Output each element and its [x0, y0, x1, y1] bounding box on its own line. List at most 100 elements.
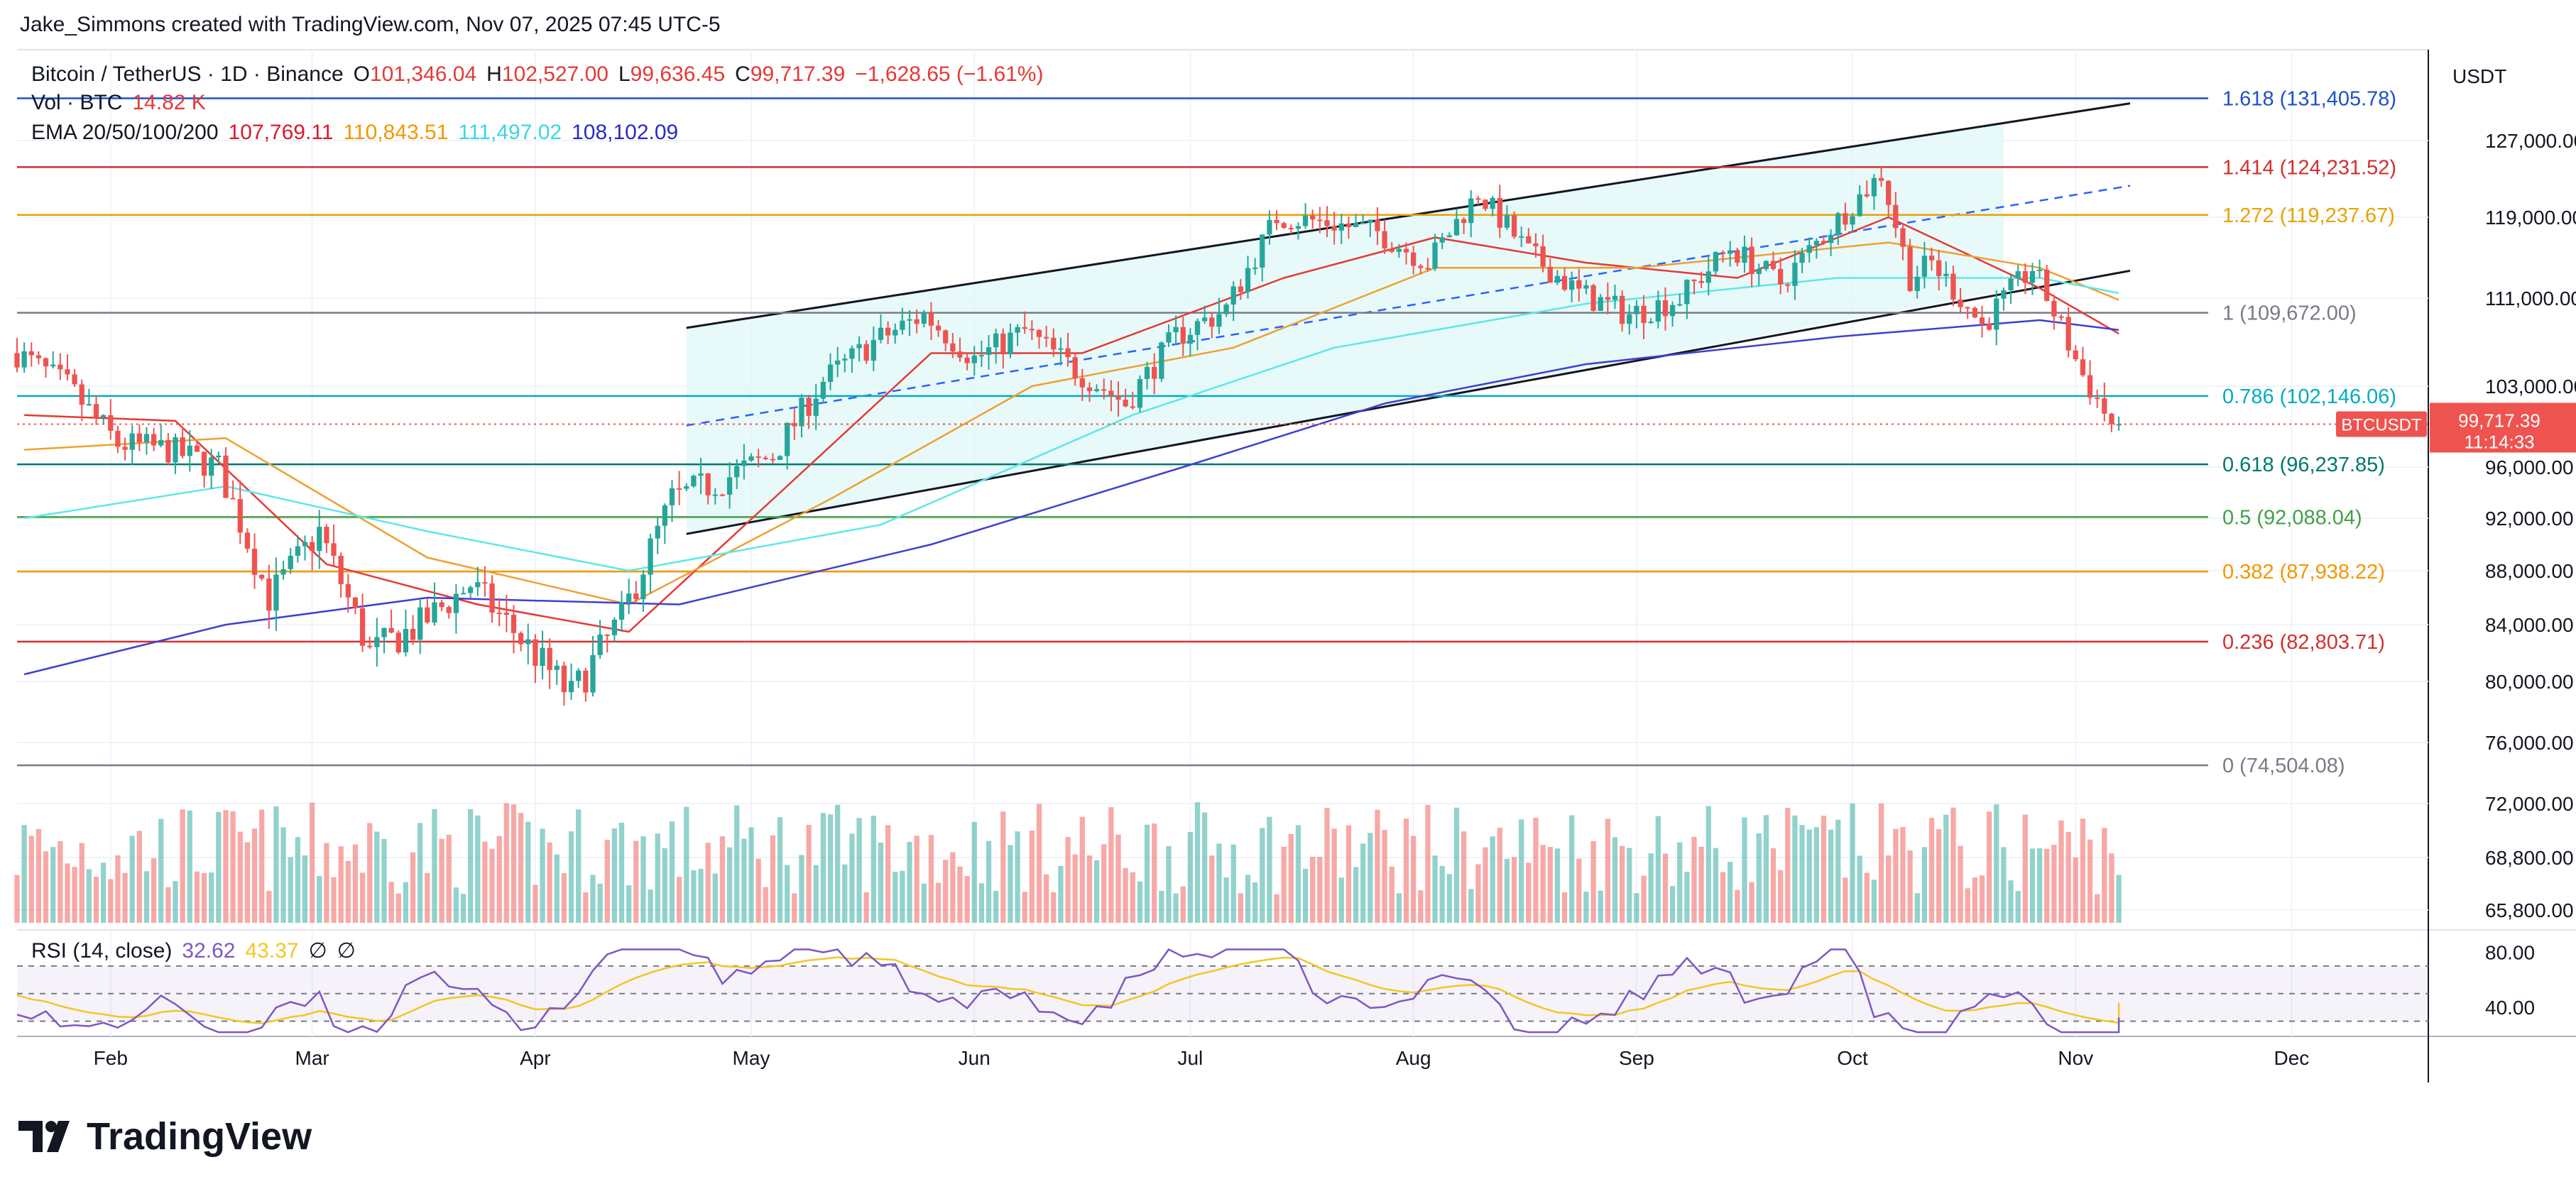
- last-price-tag-bg[interactable]: [2430, 402, 2576, 453]
- candle-2025-03-18[interactable]: [432, 602, 437, 623]
- candle-2025-02-09[interactable]: [165, 439, 171, 463]
- candle-2025-06-14[interactable]: [1065, 348, 1071, 358]
- candle-2025-04-13[interactable]: [618, 602, 625, 620]
- candle-2025-10-27[interactable]: [2036, 269, 2043, 271]
- candle-2025-10-17[interactable]: [1965, 307, 1970, 309]
- candle-2025-06-09[interactable]: [1029, 329, 1035, 331]
- candle-2025-07-23[interactable]: [1346, 223, 1352, 227]
- candle-2025-11-05[interactable]: [2102, 398, 2107, 414]
- candle-2025-10-07[interactable]: [1893, 204, 1899, 229]
- candle-2025-03-29[interactable]: [511, 614, 517, 633]
- candle-2025-09-15[interactable]: [1735, 250, 1740, 263]
- candle-2025-05-19[interactable]: [878, 327, 884, 340]
- candle-2025-03-16[interactable]: [417, 607, 423, 640]
- candle-2025-06-05[interactable]: [1000, 333, 1006, 355]
- candle-2025-02-10[interactable]: [173, 437, 178, 463]
- candle-2025-06-01[interactable]: [971, 355, 977, 363]
- candle-2025-02-11[interactable]: [180, 437, 185, 456]
- candle-2025-01-23[interactable]: [43, 358, 49, 367]
- candle-2025-05-30[interactable]: [957, 351, 963, 358]
- candle-2025-09-20[interactable]: [1770, 261, 1777, 269]
- currency-label[interactable]: USDT: [2452, 65, 2507, 87]
- candle-2025-06-04[interactable]: [993, 333, 999, 348]
- candle-2025-09-18[interactable]: [1756, 269, 1762, 275]
- candle-2025-09-27[interactable]: [1821, 241, 1827, 243]
- candle-2025-10-12[interactable]: [1928, 256, 1935, 261]
- candle-2025-09-09[interactable]: [1691, 280, 1697, 282]
- candle-2025-10-23[interactable]: [2008, 278, 2014, 290]
- candle-2025-06-25[interactable]: [1144, 366, 1150, 379]
- candle-2025-07-04[interactable]: [1209, 317, 1215, 327]
- candle-2025-07-20[interactable]: [1324, 220, 1330, 226]
- candle-2025-09-01[interactable]: [1634, 305, 1639, 314]
- candle-2025-08-15[interactable]: [1511, 215, 1517, 237]
- candle-2025-05-14[interactable]: [842, 358, 848, 361]
- candle-2025-05-17[interactable]: [863, 344, 869, 361]
- candle-2025-06-02[interactable]: [978, 355, 985, 357]
- candle-2025-09-24[interactable]: [1799, 253, 1805, 263]
- candle-2025-09-22[interactable]: [1785, 284, 1791, 286]
- candle-2025-09-05[interactable]: [1662, 300, 1669, 317]
- candle-2025-08-13[interactable]: [1497, 197, 1502, 228]
- candle-2025-10-14[interactable]: [1943, 273, 1949, 276]
- candle-2025-03-06[interactable]: [345, 583, 351, 598]
- candle-2025-02-12[interactable]: [187, 445, 192, 456]
- candle-2025-09-29[interactable]: [1835, 213, 1841, 235]
- candle-2025-08-28[interactable]: [1605, 297, 1610, 300]
- candle-2025-06-28[interactable]: [1166, 332, 1172, 343]
- candle-2025-02-28[interactable]: [302, 542, 308, 547]
- candle-2025-07-11[interactable]: [1260, 234, 1265, 268]
- candle-2025-07-24[interactable]: [1353, 223, 1359, 227]
- candle-2025-04-10[interactable]: [597, 634, 603, 655]
- candle-2025-06-21[interactable]: [1115, 395, 1121, 400]
- candle-2025-10-20[interactable]: [1986, 324, 1992, 330]
- candle-2025-02-15[interactable]: [209, 457, 214, 476]
- candle-2025-03-09[interactable]: [367, 645, 373, 647]
- candle-2025-02-04[interactable]: [129, 433, 135, 450]
- candle-2025-10-06[interactable]: [1886, 180, 1892, 205]
- candle-2025-10-21[interactable]: [1994, 298, 1999, 330]
- candle-2025-08-10[interactable]: [1475, 198, 1481, 200]
- candle-2025-10-05[interactable]: [1878, 177, 1884, 181]
- candle-2025-05-02[interactable]: [755, 456, 761, 458]
- candle-2025-08-06[interactable]: [1446, 235, 1452, 238]
- candle-2025-01-26[interactable]: [65, 369, 70, 375]
- candle-2025-06-19[interactable]: [1101, 389, 1107, 391]
- candle-2025-06-03[interactable]: [986, 347, 992, 356]
- candle-2025-09-08[interactable]: [1684, 280, 1690, 305]
- candle-2025-06-10[interactable]: [1036, 329, 1042, 337]
- candle-2025-08-18[interactable]: [1533, 243, 1539, 246]
- candle-2025-06-06[interactable]: [1008, 332, 1013, 355]
- candle-2025-08-05[interactable]: [1439, 237, 1445, 243]
- candle-2025-04-24[interactable]: [698, 473, 704, 476]
- candle-2025-03-13[interactable]: [395, 632, 401, 652]
- candle-2025-07-12[interactable]: [1267, 219, 1272, 235]
- candle-2025-08-04[interactable]: [1432, 242, 1438, 269]
- candle-2025-08-26[interactable]: [1590, 285, 1596, 311]
- candle-2025-10-22[interactable]: [2001, 290, 2007, 299]
- candle-2025-07-10[interactable]: [1252, 268, 1258, 270]
- candle-2025-09-26[interactable]: [1813, 241, 1819, 246]
- candle-2025-08-31[interactable]: [1627, 314, 1632, 324]
- candle-2025-06-17[interactable]: [1086, 387, 1093, 392]
- line-ema100[interactable]: [23, 277, 2119, 572]
- candle-2025-05-01[interactable]: [748, 456, 754, 461]
- candle-2025-09-25[interactable]: [1806, 245, 1812, 253]
- candle-2025-02-22[interactable]: [259, 574, 265, 579]
- candle-2025-09-30[interactable]: [1843, 213, 1848, 225]
- candle-2025-10-19[interactable]: [1979, 317, 1985, 324]
- candle-2025-03-21[interactable]: [453, 593, 459, 613]
- candle-2025-02-23[interactable]: [266, 578, 272, 611]
- candle-2025-10-03[interactable]: [1864, 194, 1870, 197]
- candle-2025-08-19[interactable]: [1540, 246, 1546, 267]
- candle-2025-02-05[interactable]: [136, 433, 142, 443]
- candle-2025-07-25[interactable]: [1360, 222, 1366, 224]
- candle-2025-01-27[interactable]: [72, 374, 77, 385]
- candle-2025-05-29[interactable]: [950, 343, 956, 352]
- candle-2025-09-19[interactable]: [1763, 261, 1769, 270]
- candle-2025-01-24[interactable]: [50, 364, 56, 367]
- candle-2025-03-27[interactable]: [496, 613, 502, 615]
- candle-2025-02-25[interactable]: [280, 569, 286, 575]
- candle-2025-02-19[interactable]: [237, 499, 243, 533]
